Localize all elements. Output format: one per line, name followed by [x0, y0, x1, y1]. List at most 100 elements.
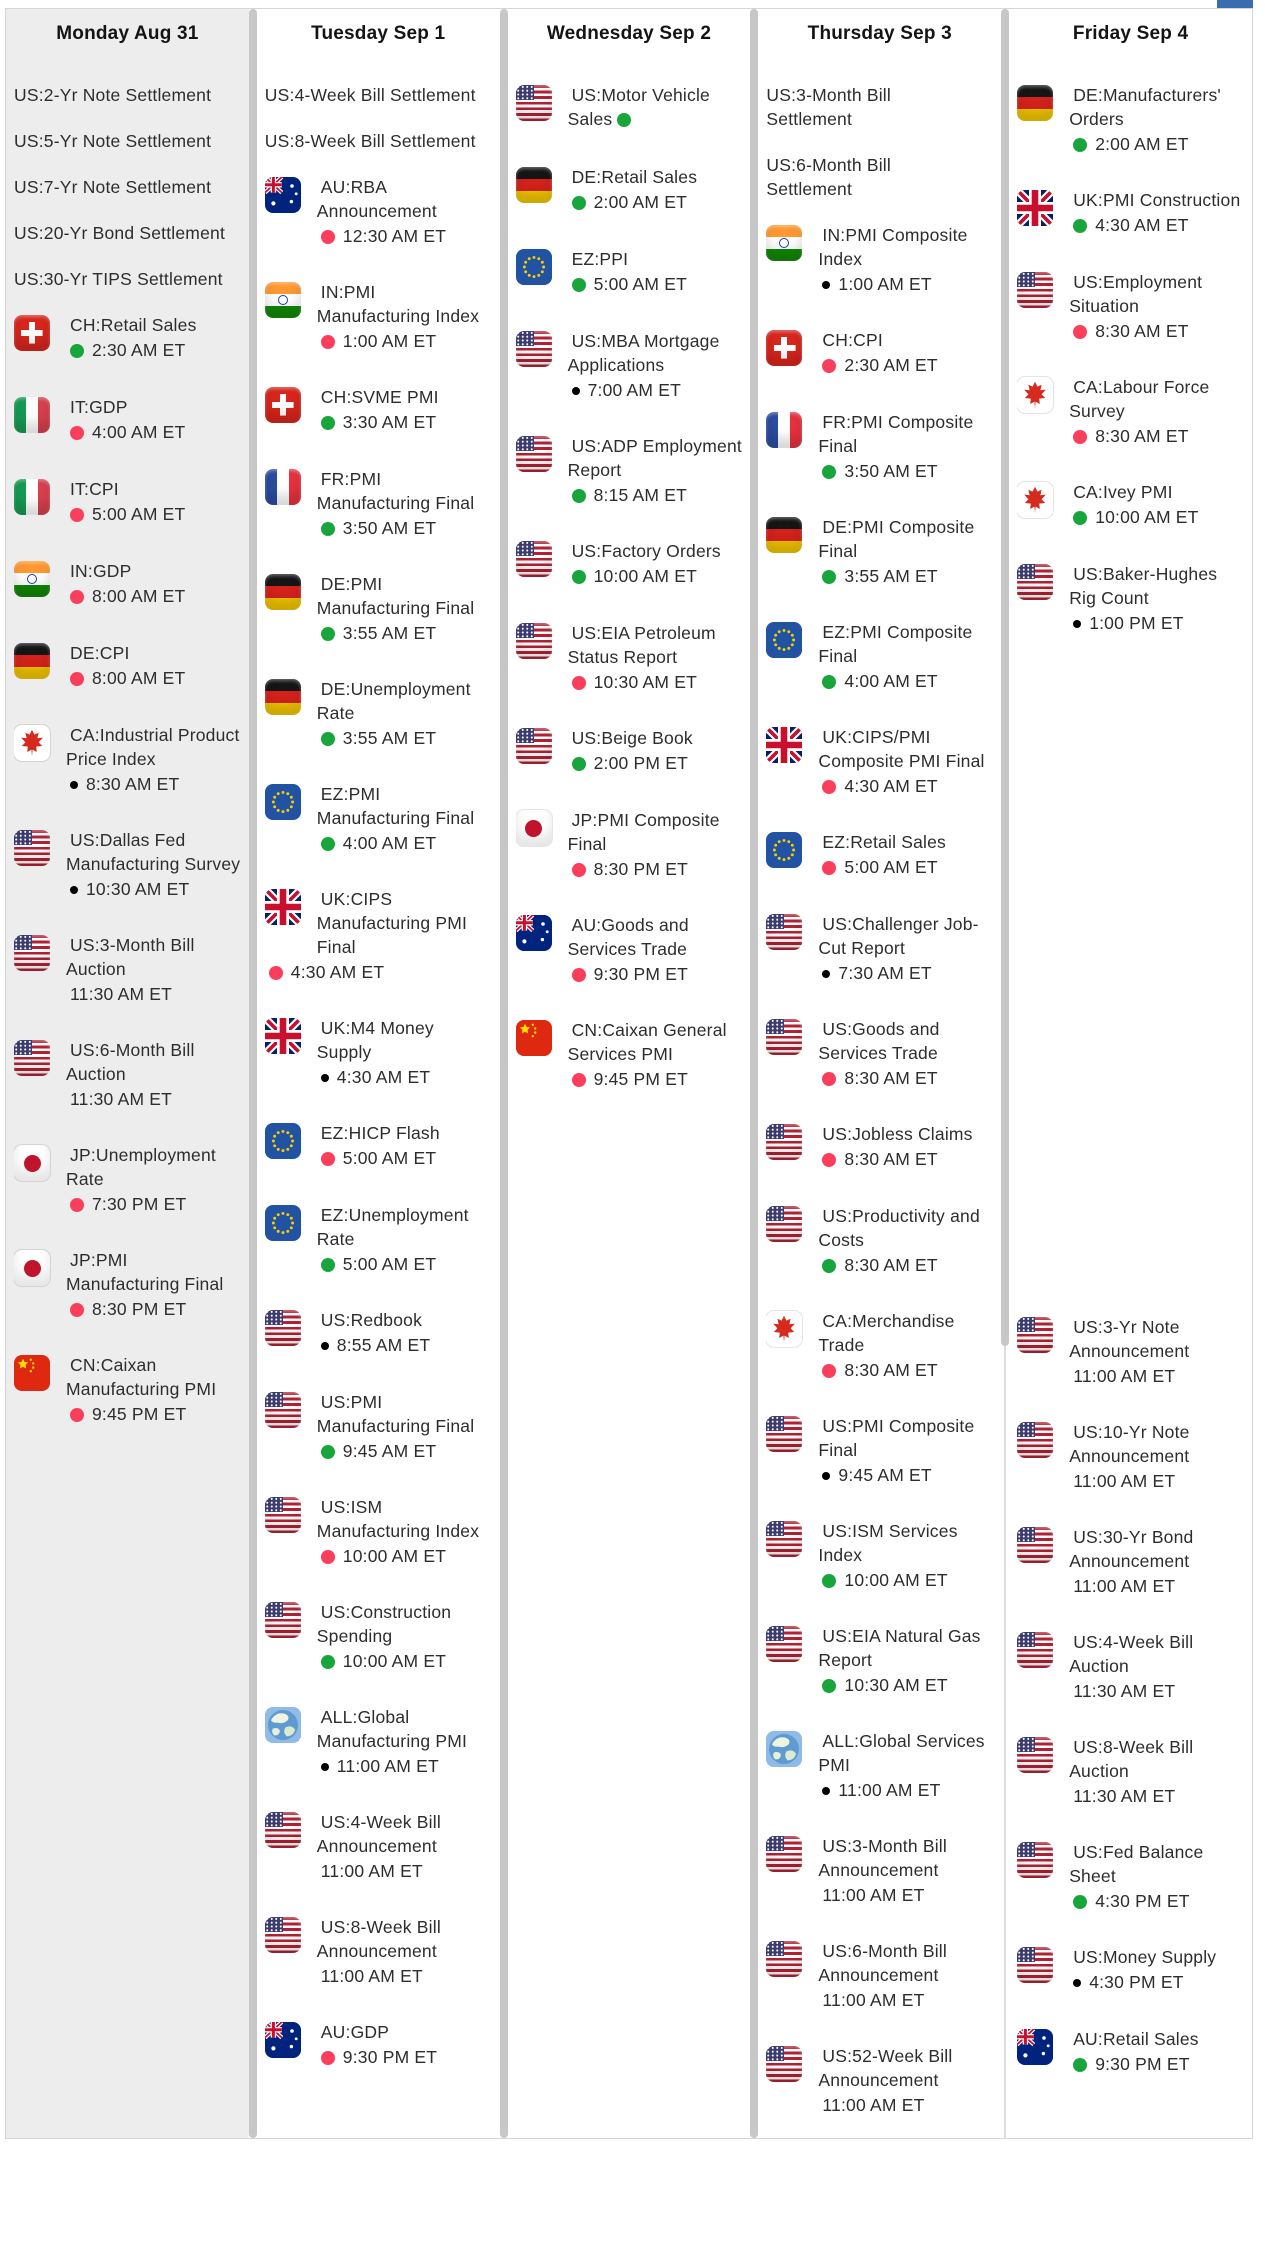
event-item[interactable]: US:8-Week Bill Announcement 11:00 AM ET — [264, 1915, 492, 1988]
event-item[interactable]: US:7-Yr Note Settlement — [14, 175, 228, 199]
event-item[interactable]: UK:CIPS/PMI Composite PMI Final 4:30 AM E… — [766, 725, 993, 798]
event-item[interactable]: US:Fed Balance Sheet 4:30 PM ET — [1017, 1840, 1244, 1913]
event-item[interactable]: US:ISM Manufacturing Index 10:00 AM ET — [264, 1495, 492, 1568]
event-item[interactable]: US:4-Week Bill Announcement 11:00 AM ET — [264, 1810, 492, 1883]
event-item[interactable]: IT:CPI 5:00 AM ET — [14, 477, 241, 527]
event-item[interactable]: US:6-Month Bill Settlement — [766, 153, 980, 201]
event-item[interactable]: EZ:Retail Sales 5:00 AM ET — [766, 830, 993, 880]
event-item[interactable]: CN:Caixan General Services PMI 9:45 PM ET — [515, 1018, 743, 1091]
event-item[interactable]: US:4-Week Bill Auction 11:30 AM ET — [1017, 1630, 1244, 1703]
event-item[interactable]: IT:GDP 4:00 AM ET — [14, 395, 241, 445]
event-item[interactable]: US:52-Week Bill Announcement 11:00 AM ET — [766, 2044, 993, 2117]
event-item[interactable]: AU:RBA Announcement 12:30 AM ET — [264, 175, 492, 248]
event-item[interactable]: ALL:Global Manufacturing PMI 11:00 AM ET — [264, 1705, 492, 1778]
event-item[interactable]: US:3-Month Bill Auction 11:30 AM ET — [14, 933, 241, 1006]
event-item[interactable]: US:3-Yr Note Announcement 11:00 AM ET — [1017, 1315, 1244, 1388]
event-item[interactable]: CN:Caixan Manufacturing PMI 9:45 PM ET — [14, 1353, 241, 1426]
event-time: 3:50 AM ET — [265, 516, 492, 540]
event-item[interactable]: US:Money Supply 4:30 PM ET — [1017, 1945, 1244, 1995]
event-item[interactable]: US:10-Yr Note Announcement 11:00 AM ET — [1017, 1420, 1244, 1493]
event-item[interactable]: US:Redbook 8:55 AM ET — [264, 1308, 492, 1358]
event-item[interactable]: US:Dallas Fed Manufacturing Survey 10:30 … — [14, 828, 241, 901]
event-item[interactable]: IN:GDP 8:00 AM ET — [14, 559, 241, 609]
event-item[interactable]: EZ:Unemployment Rate 5:00 AM ET — [264, 1203, 492, 1276]
event-time: 4:30 AM ET — [766, 774, 993, 798]
event-item[interactable]: US:Challenger Job-Cut Report 7:30 AM ET — [766, 912, 993, 985]
event-item[interactable]: US:20-Yr Bond Settlement — [14, 221, 228, 245]
event-item[interactable]: FR:PMI Manufacturing Final 3:50 AM ET — [264, 467, 492, 540]
event-item[interactable]: US:2-Yr Note Settlement — [14, 83, 228, 107]
event-item[interactable]: CA:Ivey PMI 10:00 AM ET — [1017, 480, 1244, 530]
event-item[interactable]: US:Jobless Claims 8:30 AM ET — [766, 1122, 993, 1172]
event-item[interactable]: EZ:HICP Flash 5:00 AM ET — [264, 1121, 492, 1171]
red-dot-icon — [70, 590, 84, 604]
event-item[interactable]: US:Goods and Services Trade 8:30 AM ET — [766, 1017, 993, 1090]
event-item[interactable]: AU:GDP 9:30 PM ET — [264, 2020, 492, 2070]
event-item[interactable]: IN:PMI Composite Index 1:00 AM ET — [766, 223, 993, 296]
column-scrollbar-thumb[interactable] — [1001, 9, 1010, 1346]
event-item[interactable]: JP:Unemployment Rate 7:30 PM ET — [14, 1143, 241, 1216]
event-item[interactable]: FR:PMI Composite Final 3:50 AM ET — [766, 410, 993, 483]
event-item[interactable]: US:EIA Natural Gas Report 10:30 AM ET — [766, 1624, 993, 1697]
event-item[interactable]: US:Productivity and Costs 8:30 AM ET — [766, 1204, 993, 1277]
event-item[interactable]: US:8-Week Bill Auction 11:30 AM ET — [1017, 1735, 1244, 1808]
event-item[interactable]: US:Beige Book 2:00 PM ET — [515, 726, 743, 776]
us-flag-icon — [515, 436, 552, 472]
column-scrollbar-thumb[interactable] — [499, 9, 508, 2138]
event-item[interactable]: CH:SVME PMI 3:30 AM ET — [264, 385, 492, 435]
event-item[interactable]: JP:PMI Composite Final 8:30 PM ET — [515, 808, 743, 881]
event-item[interactable]: US:ADP Employment Report 8:15 AM ET — [515, 434, 743, 507]
column-scrollbar-thumb[interactable] — [248, 9, 257, 2138]
event-item[interactable]: DE:Unemployment Rate 3:55 AM ET — [264, 677, 492, 750]
event-item[interactable]: IN:PMI Manufacturing Index 1:00 AM ET — [264, 280, 492, 353]
event-item[interactable]: DE:PMI Composite Final 3:55 AM ET — [766, 515, 993, 588]
event-item[interactable]: US:ISM Services Index 10:00 AM ET — [766, 1519, 993, 1592]
event-item[interactable]: US:Motor Vehicle Sales — [515, 83, 743, 133]
event-item[interactable]: US:EIA Petroleum Status Report 10:30 AM E… — [515, 621, 743, 694]
event-item[interactable]: EZ:PMI Manufacturing Final 4:00 AM ET — [264, 782, 492, 855]
event-item[interactable]: US:MBA Mortgage Applications 7:00 AM ET — [515, 329, 743, 402]
event-item[interactable]: US:30-Yr TIPS Settlement — [14, 267, 228, 291]
event-item[interactable]: AU:Goods and Services Trade 9:30 PM ET — [515, 913, 743, 986]
event-item[interactable]: US:4-Week Bill Settlement — [265, 83, 479, 107]
event-name: US:Productivity and Costs — [818, 1206, 980, 1250]
event-item[interactable]: CH:Retail Sales 2:30 AM ET — [14, 313, 241, 363]
event-name: IN:PMI Composite Index — [818, 225, 968, 269]
event-item[interactable]: US:PMI Manufacturing Final 9:45 AM ET — [264, 1390, 492, 1463]
column-scrollbar-thumb[interactable] — [750, 9, 759, 2138]
event-item[interactable]: US:6-Month Bill Auction 11:30 AM ET — [14, 1038, 241, 1111]
event-item[interactable]: CH:CPI 2:30 AM ET — [766, 328, 993, 378]
event-item[interactable]: EZ:PMI Composite Final 4:00 AM ET — [766, 620, 993, 693]
event-item[interactable]: US:PMI Composite Final 9:45 AM ET — [766, 1414, 993, 1487]
event-name: US:PMI Manufacturing Final — [316, 1392, 475, 1436]
event-item[interactable]: CA:Industrial Product Price Index 8:30 AM… — [14, 723, 241, 796]
event-item[interactable]: UK:CIPS Manufacturing PMI Final 4:30 AM E… — [264, 887, 492, 984]
event-item[interactable]: US:3-Month Bill Settlement — [766, 83, 980, 131]
event-item[interactable]: US:Factory Orders 10:00 AM ET — [515, 539, 743, 589]
event-item[interactable]: US:5-Yr Note Settlement — [14, 129, 228, 153]
event-item[interactable]: CA:Merchandise Trade 8:30 AM ET — [766, 1309, 993, 1382]
event-name: EZ:Unemployment Rate — [316, 1205, 469, 1249]
event-item[interactable]: ALL:Global Services PMI 11:00 AM ET — [766, 1729, 993, 1802]
event-item[interactable]: US:8-Week Bill Settlement — [265, 129, 479, 153]
event-item[interactable]: DE:Retail Sales 2:00 AM ET — [515, 165, 743, 215]
event-item[interactable]: EZ:PPI 5:00 AM ET — [515, 247, 743, 297]
event-item[interactable]: DE:CPI 8:00 AM ET — [14, 641, 241, 691]
fr-flag-icon — [264, 469, 301, 505]
event-item[interactable]: US:3-Month Bill Announcement 11:00 AM ET — [766, 1834, 993, 1907]
event-time-label: 5:00 AM ET — [342, 1148, 437, 1168]
event-item[interactable]: US:Construction Spending 10:00 AM ET — [264, 1600, 492, 1673]
event-item[interactable]: CA:Labour Force Survey 8:30 AM ET — [1017, 375, 1244, 448]
event-time: 5:00 AM ET — [265, 1252, 492, 1276]
event-name: US:8-Week Bill Settlement — [264, 131, 476, 151]
event-item[interactable]: JP:PMI Manufacturing Final 8:30 PM ET — [14, 1248, 241, 1321]
event-item[interactable]: US:6-Month Bill Announcement 11:00 AM ET — [766, 1939, 993, 2012]
event-item[interactable]: US:Employment Situation 8:30 AM ET — [1017, 270, 1244, 343]
event-item[interactable]: DE:Manufacturers' Orders 2:00 AM ET — [1017, 83, 1244, 156]
event-item[interactable]: DE:PMI Manufacturing Final 3:55 AM ET — [264, 572, 492, 645]
event-item[interactable]: AU:Retail Sales 9:30 PM ET — [1017, 2027, 1244, 2077]
event-item[interactable]: UK:M4 Money Supply 4:30 AM ET — [264, 1016, 492, 1089]
event-item[interactable]: UK:PMI Construction 4:30 AM ET — [1017, 188, 1244, 238]
event-item[interactable]: US:Baker-Hughes Rig Count 1:00 PM ET — [1017, 562, 1244, 635]
event-item[interactable]: US:30-Yr Bond Announcement 11:00 AM ET — [1017, 1525, 1244, 1598]
